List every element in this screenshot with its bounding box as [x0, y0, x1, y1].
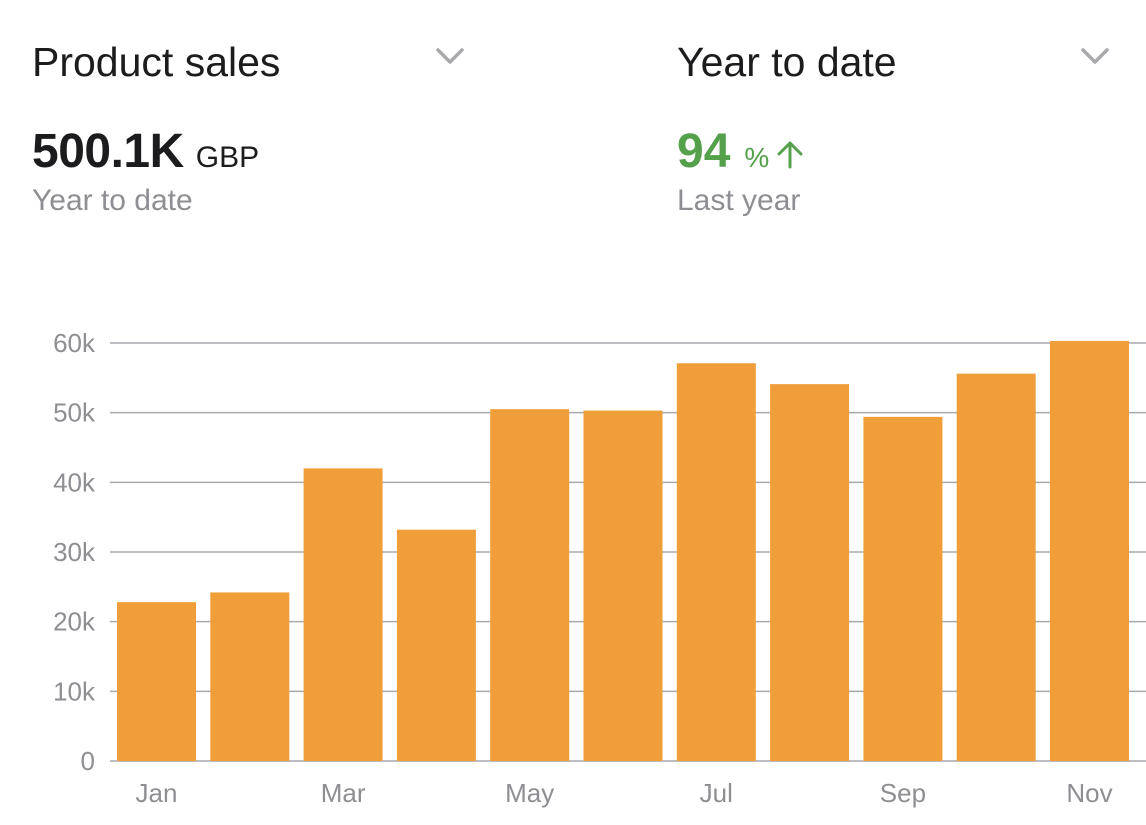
- bar-may[interactable]: [490, 409, 570, 761]
- arrow-up-icon: [777, 141, 803, 168]
- x-tick-label: May: [505, 778, 554, 808]
- bar-oct[interactable]: [956, 373, 1036, 761]
- y-tick-label: 60k: [53, 328, 96, 358]
- period-selector[interactable]: Year to date: [677, 34, 1117, 90]
- change-unit: %: [744, 142, 770, 173]
- currency-unit: GBP: [195, 141, 260, 174]
- x-tick-label: Nov: [1066, 778, 1112, 808]
- bar-sep[interactable]: [863, 416, 943, 761]
- period-selector-label: Year to date: [677, 38, 897, 85]
- change-value: 94: [677, 125, 731, 178]
- bar-jan[interactable]: [117, 602, 196, 761]
- y-axis-ticks: 0 10k 20k 30k 40k 50k 60k: [53, 328, 96, 776]
- bar-aug[interactable]: [770, 384, 850, 761]
- total-sales-period-label: Year to date: [32, 184, 193, 217]
- bar-feb[interactable]: [210, 592, 290, 761]
- x-axis-ticks: Jan Mar May Jul Sep Nov: [136, 778, 1113, 808]
- y-tick-label: 40k: [53, 467, 96, 497]
- metric-selector-label: Product sales: [32, 38, 281, 85]
- bar-mar[interactable]: [303, 468, 383, 761]
- x-tick-label: Sep: [880, 778, 926, 808]
- bar-jun[interactable]: [583, 410, 663, 761]
- x-tick-label: Jan: [136, 778, 178, 808]
- y-tick-label: 10k: [53, 676, 96, 706]
- y-tick-label: 30k: [53, 537, 96, 567]
- bar-nov[interactable]: [1050, 340, 1129, 761]
- total-sales-kpi: 500.1K GBP: [32, 124, 259, 179]
- y-tick-label: 50k: [53, 398, 96, 428]
- chevron-down-icon[interactable]: [1079, 44, 1111, 68]
- x-tick-label: Jul: [700, 778, 733, 808]
- bar-jul[interactable]: [676, 363, 756, 761]
- metric-selector[interactable]: Product sales: [32, 34, 472, 90]
- chevron-down-icon[interactable]: [434, 44, 466, 68]
- change-comparison-label: Last year: [677, 184, 801, 217]
- bar-apr[interactable]: [396, 529, 476, 761]
- bars: [117, 340, 1129, 761]
- change-kpi: 94 %: [677, 124, 805, 179]
- y-tick-label: 20k: [53, 607, 96, 637]
- y-tick-label: 0: [81, 746, 95, 776]
- total-sales-value: 500.1K: [32, 125, 184, 178]
- x-tick-label: Mar: [321, 778, 366, 808]
